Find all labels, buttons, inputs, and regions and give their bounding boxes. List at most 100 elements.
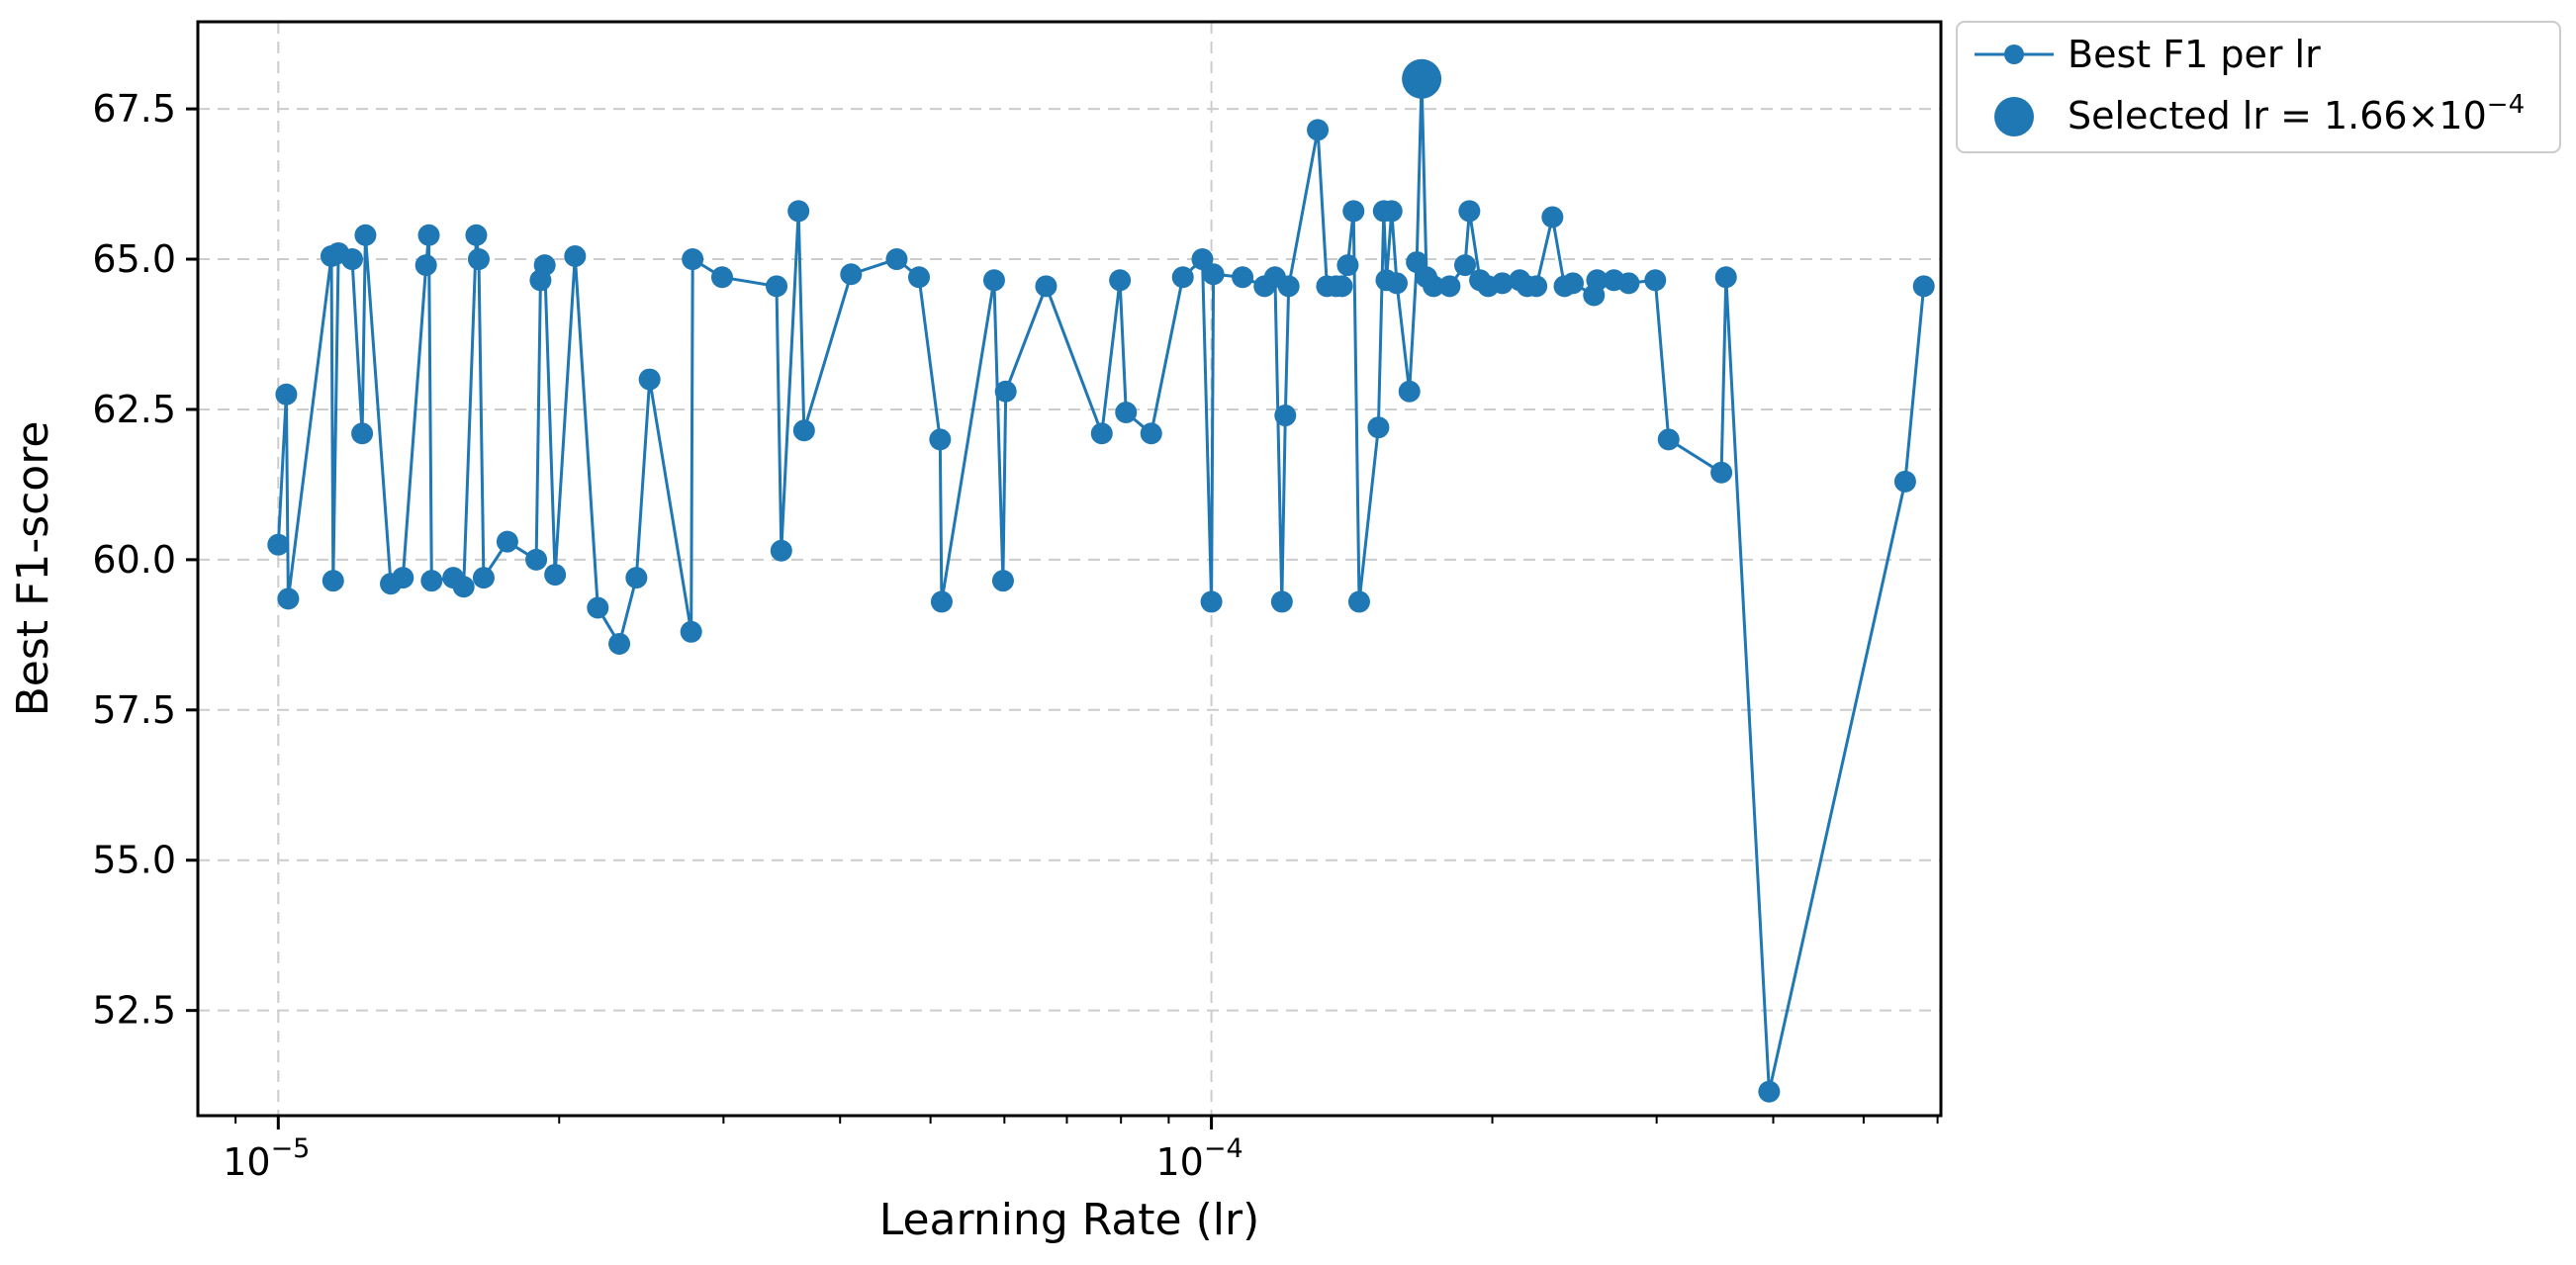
data-point [1109, 269, 1132, 292]
data-point [277, 587, 300, 610]
data-point [994, 380, 1017, 403]
data-point [840, 263, 863, 286]
data-point [275, 383, 298, 406]
data-point [1758, 1080, 1781, 1103]
series-f1-per-lr [267, 58, 1935, 1103]
data-point [770, 539, 792, 562]
data-point [1385, 272, 1408, 295]
data-point [452, 576, 475, 598]
data-point [587, 596, 609, 619]
x-tick-label-base: 10 [1155, 1140, 1203, 1184]
data-point [1438, 275, 1461, 298]
y-tick-label: 52.5 [92, 989, 176, 1033]
legend-selected-label-text: Selected lr = 1.66×10 [2068, 94, 2487, 137]
selected-lr-marker [1402, 58, 1442, 99]
data-point [982, 269, 1005, 292]
data-point [766, 275, 788, 298]
data-point [1541, 206, 1564, 228]
data-point [1336, 254, 1359, 277]
data-points [267, 67, 1935, 1103]
data-point [322, 570, 344, 592]
data-point [472, 567, 495, 589]
legend-box [1956, 21, 2561, 153]
data-point [1331, 275, 1353, 298]
data-point [1035, 275, 1058, 298]
data-point [354, 224, 377, 246]
data-point [1617, 272, 1640, 295]
data-point [1274, 405, 1297, 427]
legend-series-label: Best F1 per lr [2068, 33, 2321, 76]
legend-selected-swatch [1994, 97, 2034, 136]
y-tick-label: 60.0 [92, 538, 176, 582]
x-tick-label-exponent: −4 [1204, 1133, 1243, 1164]
data-point [1912, 275, 1935, 298]
y-axis-label: Best F1-score [8, 421, 58, 717]
data-point [1367, 416, 1390, 439]
data-point [1562, 272, 1585, 295]
data-point [420, 570, 443, 592]
data-point [1307, 119, 1330, 141]
x-tick-label: 10−4 [1155, 1133, 1242, 1184]
data-point [544, 564, 567, 587]
plot-frame [196, 20, 1943, 1118]
data-point [930, 590, 953, 613]
data-point [1202, 263, 1225, 286]
data-point [1090, 422, 1113, 445]
data-point [1458, 200, 1481, 223]
data-point [792, 419, 815, 442]
data-point [1893, 470, 1916, 493]
data-point [1171, 266, 1194, 289]
data-point [1140, 422, 1162, 445]
y-axis-ticks: 52.5 55.0 57.5 60.0 62.5 65.0 67.5 [92, 87, 198, 1033]
data-point [1191, 248, 1214, 271]
legend: Best F1 per lr Selected lr = 1.66×10−4 [1956, 21, 2561, 153]
data-point [467, 248, 490, 271]
data-point [465, 224, 488, 246]
data-point [1347, 590, 1370, 613]
legend-selected-label-exponent: −4 [2487, 90, 2525, 120]
data-point [414, 254, 437, 277]
y-tick-label: 57.5 [92, 688, 176, 732]
y-tick-label: 67.5 [92, 87, 176, 131]
y-tick-label: 65.0 [92, 237, 176, 281]
y-tick-label: 55.0 [92, 839, 176, 882]
data-point [267, 533, 290, 556]
series-line [276, 78, 1926, 1093]
data-point [682, 248, 704, 271]
data-point [929, 428, 952, 451]
data-point [1657, 428, 1680, 451]
data-point [1710, 461, 1733, 484]
data-point [625, 567, 648, 589]
data-point [525, 548, 548, 571]
data-point [710, 266, 733, 289]
data-point [1423, 275, 1445, 298]
x-axis-ticks: 10−5 10−4 [223, 1116, 1939, 1184]
data-point [1342, 200, 1365, 223]
data-point [680, 620, 702, 643]
x-axis-label: Learning Rate (lr) [879, 1195, 1260, 1245]
data-point [564, 245, 587, 267]
x-tick-label-exponent: −5 [271, 1133, 311, 1164]
data-point [1232, 266, 1254, 289]
x-tick-label-base: 10 [223, 1140, 270, 1184]
data-point [638, 368, 661, 391]
data-point [392, 567, 414, 589]
legend-selected-label: Selected lr = 1.66×10−4 [2068, 90, 2525, 137]
data-point [1277, 275, 1300, 298]
data-point [1644, 269, 1667, 292]
data-point [1491, 272, 1514, 295]
data-point [1454, 254, 1477, 277]
data-point [787, 200, 810, 223]
data-point [991, 570, 1014, 592]
data-point [1525, 275, 1548, 298]
data-point [351, 422, 374, 445]
data-point [1115, 402, 1138, 423]
x-tick-label: 10−5 [223, 1133, 310, 1184]
data-point [1398, 380, 1421, 403]
data-point [496, 530, 518, 553]
data-point [907, 266, 930, 289]
data-point [1200, 590, 1223, 613]
legend-point-swatch [2004, 45, 2024, 64]
data-point [608, 632, 631, 655]
